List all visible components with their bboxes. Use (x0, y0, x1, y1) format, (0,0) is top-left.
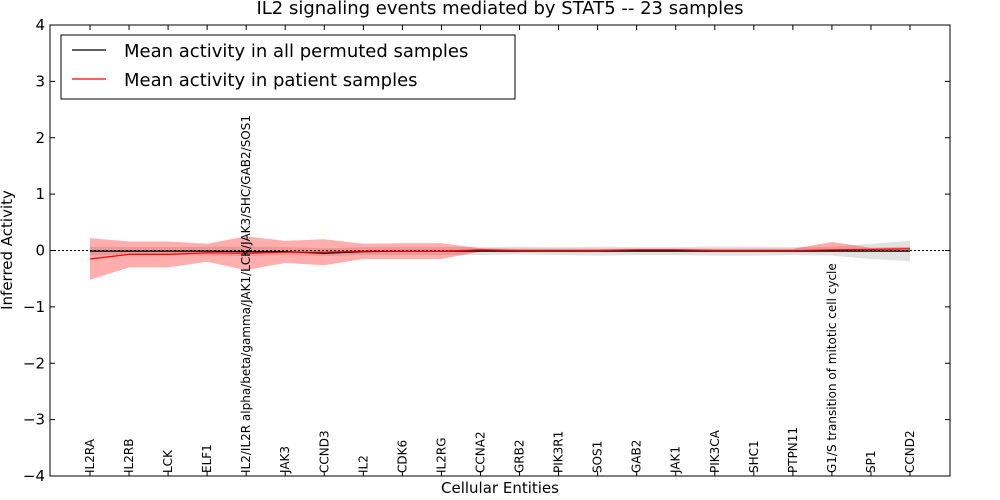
x-tick-label: PIK3R1 (552, 431, 566, 473)
band-patient (90, 236, 910, 280)
x-tick-label: SOS1 (591, 441, 605, 473)
y-tick-label: 1 (35, 185, 45, 203)
x-tick-label: IL2RB (122, 439, 136, 473)
x-tick-label: PIK3CA (708, 429, 722, 473)
x-tick-label: IL2/IL2R alpha/beta/gamma/JAK1/LCK/JAK3/… (239, 115, 253, 473)
x-tick-label: IL2RG (434, 438, 448, 474)
legend-label-permuted: Mean activity in all permuted samples (124, 41, 468, 62)
x-tick-label: CCNA2 (474, 431, 488, 473)
y-tick-label: 4 (35, 16, 45, 34)
x-tick-label: GRB2 (513, 439, 527, 473)
x-tick-label: IL2 (356, 455, 370, 473)
x-tick-label: GAB2 (630, 440, 644, 473)
x-tick-label: JAK1 (669, 446, 683, 474)
x-tick-label: ELF1 (200, 444, 214, 473)
legend-box (60, 34, 516, 100)
x-tick-labels: IL2RA IL2RB LCK ELF1 IL2/IL2R alpha/beta/gam… (83, 115, 917, 474)
y-axis-label: Inferred Activity (0, 190, 16, 310)
series-line-patient (89, 248, 911, 260)
y-tick-label: −2 (23, 354, 45, 372)
x-tick-label: SP1 (864, 451, 878, 474)
x-tick-label: JAK3 (278, 446, 292, 474)
x-tick-label: PTPN11 (786, 427, 800, 473)
legend: Mean activity in all permuted samples Me… (60, 34, 516, 100)
y-tick-label: −1 (23, 298, 45, 316)
confidence-bands (90, 236, 910, 280)
axis-ticks (50, 24, 950, 477)
y-tick-labels: −4 −3 −2 −1 0 1 2 3 4 (23, 16, 45, 485)
y-tick-label: 3 (35, 72, 45, 90)
x-tick-label: CCND3 (317, 430, 331, 473)
y-tick-label: 0 (35, 242, 45, 260)
x-axis-label: Cellular Entities (441, 479, 559, 497)
y-tick-label: 2 (35, 129, 45, 147)
x-tick-label: CCND2 (903, 430, 917, 473)
y-tick-label: −4 (23, 467, 45, 485)
x-tick-label: LCK (161, 449, 175, 473)
x-tick-label: CDK6 (395, 440, 409, 473)
x-tick-label: G1/S transition of mitotic cell cycle (825, 263, 839, 473)
series-lines (89, 248, 911, 260)
chart-title: IL2 signaling events mediated by STAT5 -… (256, 0, 743, 19)
x-tick-label: IL2RA (83, 438, 97, 473)
legend-label-patient: Mean activity in patient samples (124, 70, 418, 91)
y-tick-label: −3 (23, 411, 45, 429)
x-tick-label: SHC1 (747, 440, 761, 473)
